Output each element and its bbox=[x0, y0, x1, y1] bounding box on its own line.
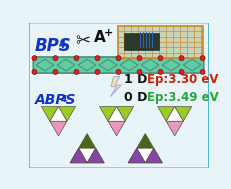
Text: +: + bbox=[103, 28, 112, 38]
Text: 4: 4 bbox=[58, 40, 65, 50]
Polygon shape bbox=[145, 148, 162, 163]
Polygon shape bbox=[78, 133, 95, 148]
Circle shape bbox=[53, 56, 58, 60]
Polygon shape bbox=[136, 133, 153, 148]
Polygon shape bbox=[110, 77, 121, 97]
Polygon shape bbox=[128, 148, 145, 163]
Polygon shape bbox=[99, 107, 116, 121]
FancyBboxPatch shape bbox=[33, 57, 203, 73]
Circle shape bbox=[32, 56, 37, 60]
Text: A: A bbox=[94, 30, 105, 45]
Circle shape bbox=[137, 70, 141, 74]
Circle shape bbox=[116, 56, 121, 60]
Text: 4: 4 bbox=[60, 95, 66, 104]
Polygon shape bbox=[50, 107, 67, 121]
Bar bbox=[118, 26, 203, 58]
Polygon shape bbox=[87, 148, 104, 163]
Bar bbox=[124, 33, 158, 50]
Circle shape bbox=[157, 70, 162, 74]
Text: ABPS: ABPS bbox=[34, 93, 76, 107]
Polygon shape bbox=[50, 121, 67, 136]
Polygon shape bbox=[136, 148, 153, 163]
Polygon shape bbox=[165, 121, 182, 136]
Circle shape bbox=[95, 70, 100, 74]
Circle shape bbox=[74, 70, 79, 74]
Circle shape bbox=[74, 56, 79, 60]
Circle shape bbox=[32, 70, 37, 74]
Polygon shape bbox=[157, 107, 174, 121]
Polygon shape bbox=[87, 148, 104, 163]
Text: BPS: BPS bbox=[34, 37, 71, 55]
Circle shape bbox=[199, 56, 204, 60]
Circle shape bbox=[95, 56, 100, 60]
Circle shape bbox=[178, 56, 183, 60]
Circle shape bbox=[53, 70, 58, 74]
Polygon shape bbox=[145, 148, 162, 163]
Circle shape bbox=[199, 70, 204, 74]
Text: Ep:3.49 eV: Ep:3.49 eV bbox=[146, 91, 218, 104]
Polygon shape bbox=[174, 107, 191, 121]
Polygon shape bbox=[78, 148, 95, 163]
Polygon shape bbox=[128, 148, 145, 163]
Polygon shape bbox=[70, 148, 87, 163]
Polygon shape bbox=[58, 107, 75, 121]
Text: Ep:3.30 eV: Ep:3.30 eV bbox=[146, 73, 217, 86]
Polygon shape bbox=[108, 121, 125, 136]
Polygon shape bbox=[108, 107, 125, 121]
Text: ✂: ✂ bbox=[75, 32, 90, 50]
Text: 1 D: 1 D bbox=[124, 73, 147, 86]
Text: 0 D: 0 D bbox=[124, 91, 147, 104]
Circle shape bbox=[157, 56, 162, 60]
Polygon shape bbox=[41, 107, 58, 121]
Circle shape bbox=[178, 70, 183, 74]
Polygon shape bbox=[165, 107, 182, 121]
Polygon shape bbox=[116, 107, 133, 121]
FancyBboxPatch shape bbox=[28, 22, 209, 169]
Polygon shape bbox=[70, 148, 87, 163]
Circle shape bbox=[116, 70, 121, 74]
Circle shape bbox=[137, 56, 141, 60]
